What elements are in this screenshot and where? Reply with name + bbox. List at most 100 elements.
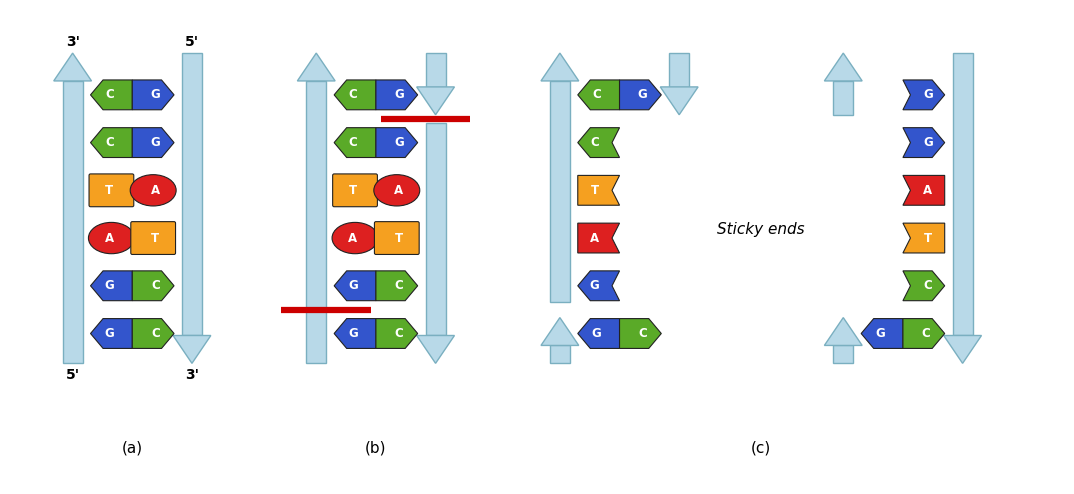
Text: C: C — [638, 327, 647, 340]
Text: T: T — [924, 232, 932, 245]
Text: T: T — [591, 184, 598, 197]
Text: G: G — [348, 279, 358, 292]
Ellipse shape — [130, 175, 176, 206]
Polygon shape — [297, 53, 335, 81]
Bar — [550, 345, 570, 364]
Polygon shape — [54, 53, 91, 81]
Polygon shape — [334, 319, 376, 348]
Polygon shape — [903, 223, 945, 253]
Polygon shape — [541, 53, 579, 81]
Bar — [306, 81, 326, 364]
Polygon shape — [132, 127, 174, 158]
Text: (a): (a) — [121, 440, 143, 455]
Polygon shape — [661, 87, 698, 115]
Text: G: G — [150, 136, 160, 149]
Polygon shape — [90, 319, 132, 348]
Text: A: A — [150, 184, 160, 197]
Bar — [62, 81, 83, 364]
Text: G: G — [104, 279, 114, 292]
Polygon shape — [541, 318, 579, 345]
Polygon shape — [825, 318, 862, 345]
Text: C: C — [590, 136, 599, 149]
Text: C: C — [592, 88, 601, 101]
Polygon shape — [944, 335, 982, 364]
Text: A: A — [924, 184, 932, 197]
Bar — [669, 53, 690, 87]
Text: 5': 5' — [185, 35, 199, 49]
Text: 5': 5' — [66, 369, 79, 382]
Text: (c): (c) — [751, 440, 771, 455]
Text: T: T — [349, 184, 357, 197]
Text: T: T — [151, 232, 159, 245]
Polygon shape — [620, 319, 662, 348]
Bar — [833, 81, 853, 115]
Polygon shape — [132, 271, 174, 301]
FancyBboxPatch shape — [333, 174, 377, 206]
Polygon shape — [903, 271, 945, 301]
Text: G: G — [348, 327, 358, 340]
Polygon shape — [90, 80, 132, 110]
Polygon shape — [132, 80, 174, 110]
Text: C: C — [394, 327, 403, 340]
Text: 3': 3' — [185, 369, 199, 382]
Bar — [550, 81, 570, 302]
Text: A: A — [394, 184, 404, 197]
Text: Sticky ends: Sticky ends — [717, 222, 804, 237]
Text: G: G — [590, 279, 599, 292]
Text: C: C — [150, 327, 160, 340]
FancyBboxPatch shape — [375, 222, 419, 254]
Polygon shape — [90, 271, 132, 301]
Text: T: T — [395, 232, 403, 245]
Polygon shape — [376, 319, 418, 348]
Polygon shape — [578, 271, 620, 301]
Bar — [833, 345, 853, 364]
Text: A: A — [105, 232, 114, 245]
Text: A: A — [348, 232, 358, 245]
FancyBboxPatch shape — [131, 222, 175, 254]
Text: G: G — [924, 136, 933, 149]
Text: G: G — [638, 88, 648, 101]
Polygon shape — [90, 127, 132, 158]
Bar — [182, 53, 202, 335]
Bar — [953, 53, 973, 335]
Text: G: G — [150, 88, 160, 101]
Text: C: C — [394, 279, 403, 292]
Ellipse shape — [374, 175, 420, 206]
Polygon shape — [578, 80, 620, 110]
Text: T: T — [105, 184, 114, 197]
Text: C: C — [921, 327, 930, 340]
Polygon shape — [861, 319, 903, 348]
Text: C: C — [150, 279, 160, 292]
Text: C: C — [105, 136, 114, 149]
Polygon shape — [132, 319, 174, 348]
Polygon shape — [620, 80, 662, 110]
Polygon shape — [173, 335, 211, 364]
Polygon shape — [578, 319, 620, 348]
Text: G: G — [104, 327, 114, 340]
Text: G: G — [924, 88, 933, 101]
Polygon shape — [825, 53, 862, 81]
Polygon shape — [903, 127, 945, 158]
Polygon shape — [578, 223, 620, 253]
Text: G: G — [592, 327, 601, 340]
Text: G: G — [394, 136, 404, 149]
Bar — [425, 123, 446, 335]
Polygon shape — [903, 175, 945, 205]
Bar — [425, 53, 446, 87]
Text: (b): (b) — [365, 440, 387, 455]
Ellipse shape — [88, 222, 134, 254]
Polygon shape — [376, 271, 418, 301]
Polygon shape — [376, 127, 418, 158]
Text: C: C — [349, 136, 358, 149]
Polygon shape — [903, 80, 945, 110]
Text: C: C — [349, 88, 358, 101]
Polygon shape — [417, 87, 454, 115]
Polygon shape — [903, 319, 945, 348]
Polygon shape — [417, 335, 454, 364]
Text: G: G — [875, 327, 885, 340]
Ellipse shape — [332, 222, 378, 254]
Text: A: A — [590, 232, 599, 245]
Polygon shape — [376, 80, 418, 110]
FancyBboxPatch shape — [89, 174, 134, 206]
Text: 3': 3' — [66, 35, 79, 49]
